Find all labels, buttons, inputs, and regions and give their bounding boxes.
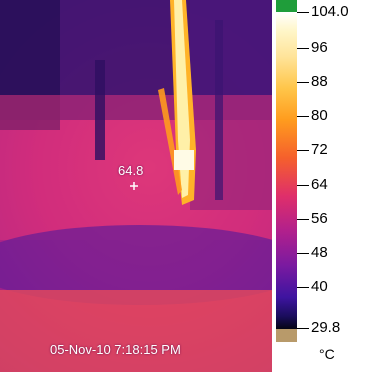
scale-tick: 56: [297, 211, 328, 226]
thermal-scene: [0, 0, 272, 372]
scale-unit-label: °C: [319, 346, 335, 362]
scale-tick: 80: [297, 108, 328, 123]
spot-crosshair: [130, 182, 138, 190]
temperature-scale-bar: [276, 0, 297, 342]
thermal-image: 64.8 05-Nov-10 7:18:15 PM: [0, 0, 272, 372]
scale-tick: 48: [297, 245, 328, 260]
scale-max-label: 104.0: [297, 4, 349, 19]
scale-min-label: 29.8: [297, 320, 340, 335]
spot-temperature-label: 64.8: [118, 163, 144, 178]
scale-tick: 96: [297, 40, 328, 55]
scale-tick: 88: [297, 74, 328, 89]
scale-gradient: [276, 12, 297, 329]
scale-tick: 40: [297, 279, 328, 294]
scale-top-cap: [276, 0, 297, 12]
scale-ticks: 104.0 96 88 80 72 64 56 48 40 29.8: [297, 0, 377, 372]
scale-tick: 72: [297, 142, 328, 157]
scale-tick: 64: [297, 177, 328, 192]
timestamp-label: 05-Nov-10 7:18:15 PM: [50, 342, 181, 357]
scale-bottom-cap: [276, 329, 297, 342]
